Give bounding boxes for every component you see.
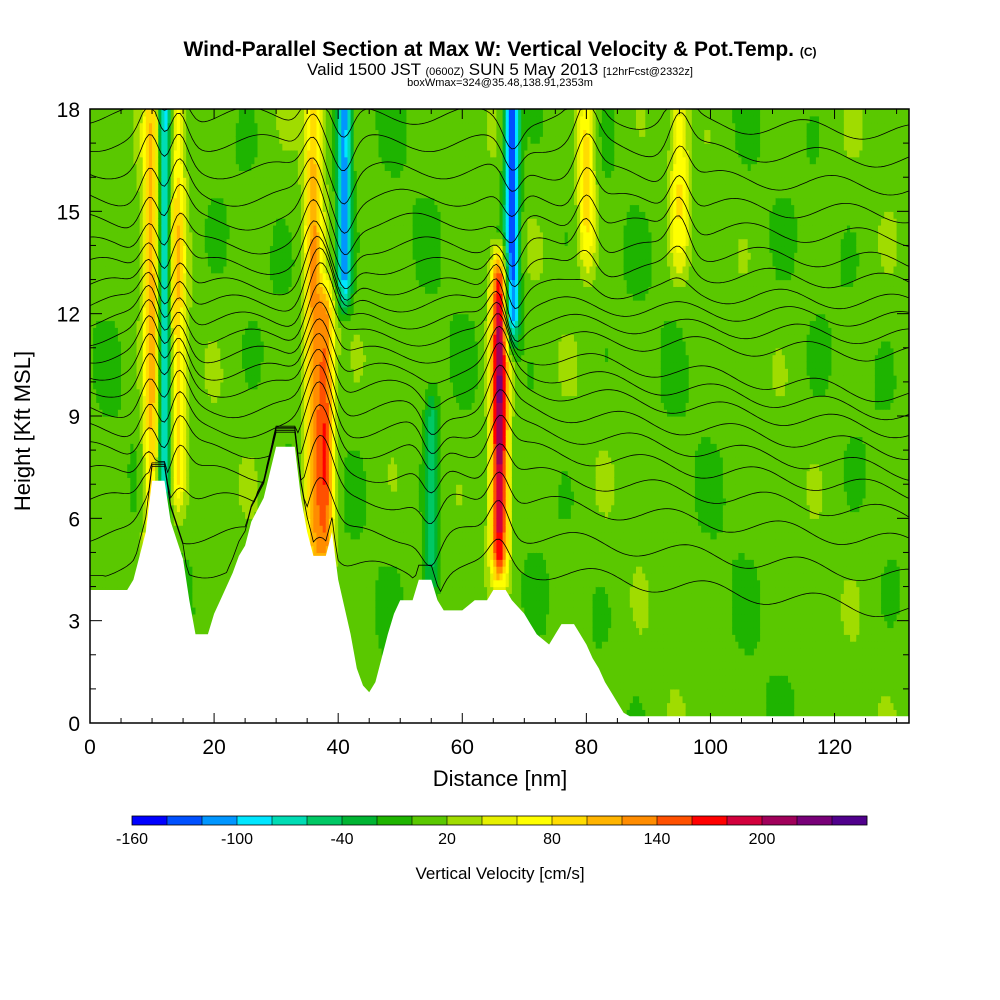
cross-section-chart: 0 20 40 60 80 100 1200369121518 -160 -100 -40 20 8… (0, 0, 1000, 1000)
